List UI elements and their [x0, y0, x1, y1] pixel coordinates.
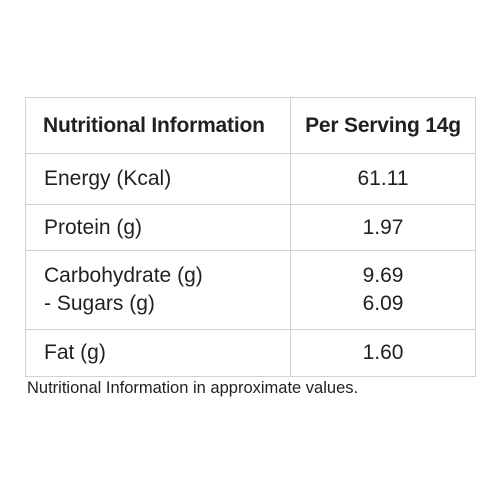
protein-label: Protein (g) [25, 204, 291, 251]
table-header-row: Nutritional Information Per Serving 14g [25, 97, 476, 154]
sugars-value: 6.09 [362, 292, 404, 315]
energy-value: 61.11 [290, 153, 476, 205]
table-row-fat: Fat (g) 1.60 [25, 329, 476, 377]
table-row-energy: Energy (Kcal) 61.11 [25, 153, 476, 205]
sugars-label: - Sugars (g) [44, 292, 155, 315]
table-row-carbohydrate: Carbohydrate (g) - Sugars (g) 9.69 6.09 [25, 250, 476, 330]
carbohydrate-value-cell: 9.69 6.09 [290, 250, 476, 330]
header-nutritional-information: Nutritional Information [25, 97, 291, 154]
energy-label: Energy (Kcal) [25, 153, 291, 205]
fat-value: 1.60 [290, 329, 476, 377]
protein-value: 1.97 [290, 204, 476, 251]
carbohydrate-value: 9.69 [362, 264, 404, 287]
carbohydrate-label-cell: Carbohydrate (g) - Sugars (g) [25, 250, 291, 330]
table-row-protein: Protein (g) 1.97 [25, 204, 476, 251]
carbohydrate-label: Carbohydrate (g) [44, 264, 203, 287]
footnote: Nutritional Information in approximate v… [27, 379, 359, 397]
header-per-serving: Per Serving 14g [290, 97, 476, 154]
nutrition-table: Nutritional Information Per Serving 14g … [25, 97, 476, 377]
fat-label: Fat (g) [25, 329, 291, 377]
